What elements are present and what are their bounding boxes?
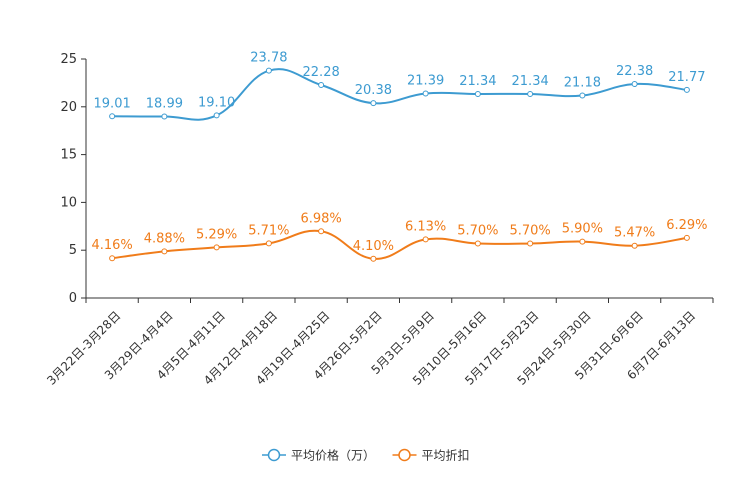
data-label: 22.28 — [303, 65, 340, 80]
y-tick-label: 25 — [60, 52, 77, 67]
legend-item-1[interactable]: 平均价格（万） — [262, 448, 375, 463]
data-label: 6.13% — [405, 219, 446, 234]
data-point[interactable] — [683, 86, 690, 93]
data-point[interactable] — [265, 240, 272, 247]
series-2 — [109, 228, 690, 262]
data-point[interactable] — [527, 240, 534, 247]
series-1 — [109, 67, 690, 121]
data-label: 23.78 — [250, 51, 287, 66]
data-label: 5.70% — [509, 224, 550, 239]
data-point[interactable] — [161, 113, 168, 120]
series-layer — [109, 67, 690, 262]
data-point[interactable] — [527, 90, 534, 97]
data-label: 19.01 — [94, 96, 131, 111]
data-label: 21.18 — [564, 76, 601, 91]
data-label: 5.71% — [248, 223, 289, 238]
data-point[interactable] — [161, 248, 168, 255]
data-point[interactable] — [370, 100, 377, 107]
data-label: 5.47% — [614, 226, 655, 241]
data-point[interactable] — [474, 240, 481, 247]
data-label: 20.38 — [355, 83, 392, 98]
data-label: 21.39 — [407, 74, 444, 89]
data-point[interactable] — [631, 81, 638, 88]
data-point[interactable] — [579, 238, 586, 245]
y-tick-label: 10 — [60, 195, 77, 210]
data-point[interactable] — [579, 92, 586, 99]
data-label: 6.98% — [300, 211, 341, 226]
y-tick-label: 5 — [69, 243, 77, 258]
data-label: 5.29% — [196, 227, 237, 242]
data-label: 21.34 — [459, 74, 496, 89]
data-point[interactable] — [265, 67, 272, 74]
data-label: 4.10% — [353, 239, 394, 254]
data-label: 21.34 — [512, 74, 549, 89]
data-point[interactable] — [422, 236, 429, 243]
series-line — [112, 68, 687, 121]
data-point[interactable] — [318, 228, 325, 235]
data-label: 19.10 — [198, 95, 235, 110]
data-label: 18.99 — [146, 96, 183, 111]
y-tick-label: 15 — [60, 148, 77, 163]
data-point[interactable] — [474, 90, 481, 97]
legend-label: 平均折扣 — [422, 448, 470, 463]
legend[interactable]: 平均价格（万） 平均折扣 — [262, 448, 470, 463]
data-label: 4.16% — [91, 238, 132, 253]
legend-marker-icon — [398, 448, 411, 462]
series-line — [111, 229, 688, 260]
data-label: 6.29% — [666, 218, 707, 233]
data-label: 4.88% — [144, 231, 185, 246]
data-point[interactable] — [370, 255, 377, 262]
data-label: 5.70% — [457, 224, 498, 239]
data-point[interactable] — [109, 255, 116, 262]
legend-marker-icon — [267, 448, 281, 462]
data-point[interactable] — [683, 234, 690, 241]
axes-layer: 05101520253月22日-3月28日3月29日-4月4日4月5日-4月11… — [44, 52, 714, 388]
data-label: 22.38 — [616, 64, 653, 79]
legend-item-2[interactable]: 平均折扣 — [392, 448, 470, 463]
data-point[interactable] — [318, 82, 325, 89]
y-tick-label: 20 — [60, 100, 77, 115]
data-labels-layer: 19.01 18.99 19.10 23.78 22.28 20.38 21.39 21.34… — [91, 51, 707, 254]
data-point[interactable] — [213, 244, 220, 251]
data-point[interactable] — [422, 90, 429, 97]
data-point[interactable] — [109, 113, 116, 120]
legend-label: 平均价格（万） — [291, 448, 375, 463]
data-label: 5.90% — [562, 222, 603, 237]
data-point[interactable] — [631, 242, 638, 249]
data-point[interactable] — [213, 112, 220, 119]
y-tick-label: 0 — [69, 291, 77, 306]
data-label: 21.77 — [668, 70, 705, 85]
